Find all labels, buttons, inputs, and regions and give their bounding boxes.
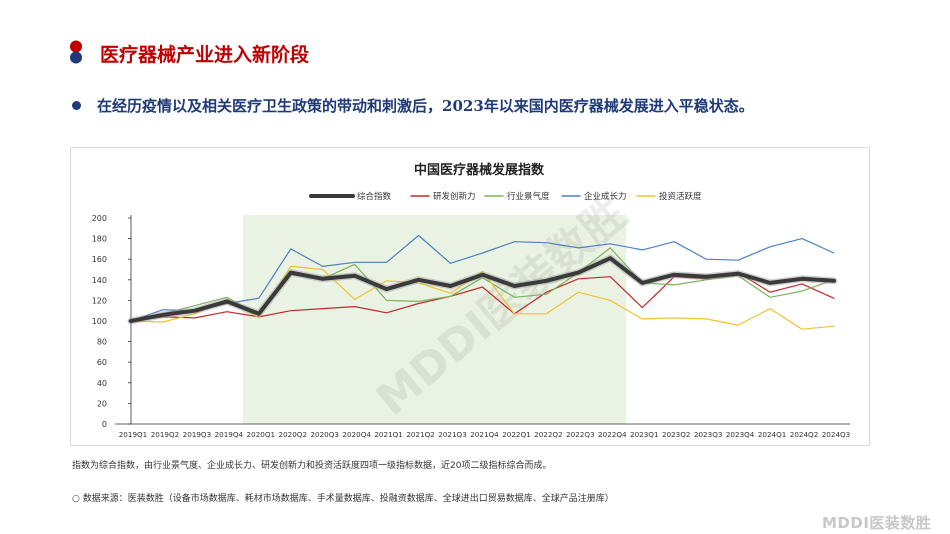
source-text: 数据来源：医装数胜（设备市场数据库、耗材市场数据库、手术量数据库、投融资数据库、… (82, 494, 614, 504)
legend-label: 企业成长力 (584, 191, 627, 202)
x-tick-label: 2023Q1 (630, 430, 659, 439)
chart-title: 中国医疗器械发展指数 (414, 162, 545, 178)
x-tick-label: 2019Q4 (215, 430, 244, 439)
page-header: 医疗器械产业进入新阶段 (70, 40, 309, 66)
y-tick-label: 60 (97, 358, 107, 367)
summary-bullet: 在经历疫情以及相关医疗卫生政策的带动和刺激后，2023年以来国内医疗器械发展进入… (70, 95, 754, 116)
x-tick-label: 2019Q3 (183, 430, 212, 439)
y-tick-label: 160 (92, 255, 107, 264)
x-tick-label: 2024Q1 (758, 430, 787, 439)
legend-label: 投资活跃度 (659, 191, 702, 202)
x-tick-label: 2020Q3 (310, 430, 339, 439)
x-tick-label: 2021Q3 (438, 430, 467, 439)
x-tick-label: 2021Q4 (470, 430, 499, 439)
chart-container: MDDI医装数胜 0 20 40 60 80 100 120 140 160 180 200 2019… (70, 147, 870, 446)
y-tick-label: 20 (97, 399, 107, 408)
x-tick-label: 2023Q3 (694, 430, 723, 439)
y-tick-label: 100 (92, 317, 107, 326)
summary-text: 在经历疫情以及相关医疗卫生政策的带动和刺激后，2023年以来国内医疗器械发展进入… (97, 97, 754, 115)
series-line (129, 256, 836, 323)
x-tick-label: 2019Q2 (151, 430, 180, 439)
x-tick-label: 2020Q1 (247, 430, 276, 439)
x-tick-label: 2022Q1 (502, 430, 531, 439)
y-tick-label: 140 (92, 276, 107, 285)
y-tick-label: 180 (92, 235, 107, 244)
y-tick-label: 120 (92, 296, 107, 305)
x-tick-label: 2022Q2 (534, 430, 563, 439)
x-tick-label: 2022Q4 (598, 430, 627, 439)
series-line (130, 234, 835, 322)
chart-note: 指数为综合指数，由行业景气度、企业成长力、研发创新力和投资活跃度四项一级指标数据… (72, 461, 552, 471)
y-tick-label: 80 (97, 338, 107, 347)
data-source: ○ 数据来源：医装数胜（设备市场数据库、耗材市场数据库、手术量数据库、投融资数据… (72, 491, 614, 504)
x-tick-label: 2020Q2 (279, 430, 308, 439)
brand-logo: MDDI医装数胜 (822, 514, 932, 532)
x-tick-label: 2023Q2 (662, 430, 691, 439)
title-bullet-icon (70, 40, 82, 64)
y-tick-label: 200 (92, 214, 107, 223)
x-tick-label: 2021Q1 (374, 430, 403, 439)
x-tick-label: 2020Q4 (342, 430, 371, 439)
x-tick-label: 2022Q3 (566, 430, 595, 439)
development-index-chart: MDDI医装数胜 0204060801001201401601802002019… (92, 162, 851, 439)
legend-label: 综合指数 (357, 191, 392, 202)
y-tick-label: 0 (102, 420, 107, 429)
x-tick-label: 2021Q2 (406, 430, 435, 439)
x-tick-label: 2019Q1 (119, 430, 148, 439)
source-circle-icon: ○ (72, 494, 83, 504)
x-tick-label: 2024Q3 (822, 430, 851, 439)
x-tick-label: 2023Q4 (726, 430, 755, 439)
legend-label: 研发创新力 (433, 191, 476, 202)
legend-label: 行业景气度 (507, 191, 550, 202)
y-tick-label: 40 (97, 379, 107, 388)
page-title: 医疗器械产业进入新阶段 (100, 43, 310, 66)
x-tick-label: 2024Q2 (790, 430, 819, 439)
bullet-dot-icon (72, 101, 81, 110)
